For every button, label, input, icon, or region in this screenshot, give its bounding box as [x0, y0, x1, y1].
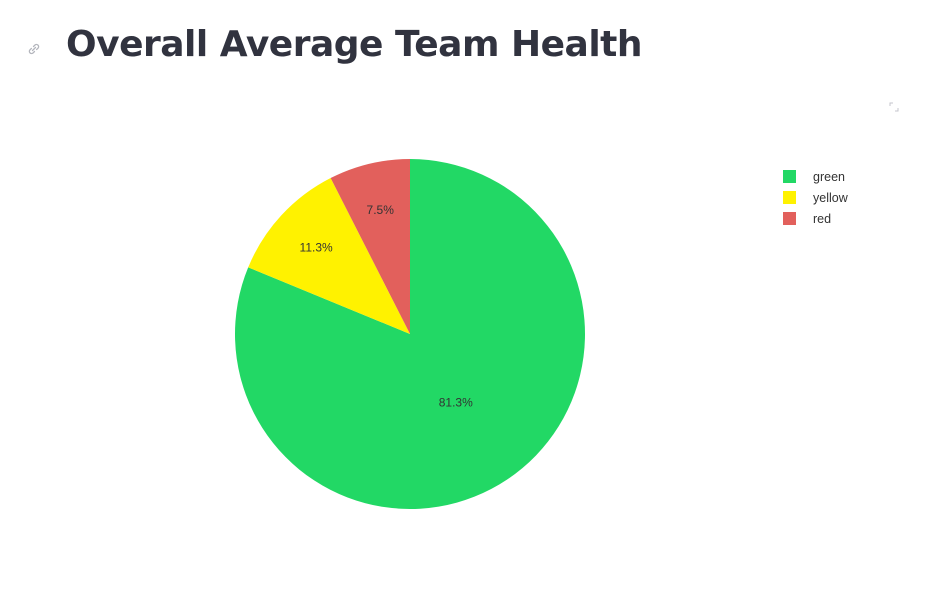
- legend-item-green[interactable]: green: [783, 166, 848, 187]
- legend-item-red[interactable]: red: [783, 208, 848, 229]
- legend-label-red: red: [813, 211, 832, 226]
- link-icon[interactable]: [26, 42, 42, 56]
- fullscreen-expand-icon[interactable]: [888, 100, 900, 112]
- slice-label-red: 7.5%: [367, 203, 395, 217]
- chart-legend: green yellow red: [783, 166, 848, 229]
- slice-label-yellow: 11.3%: [300, 240, 333, 254]
- legend-swatch-yellow: [783, 191, 796, 204]
- pie-slice-red[interactable]: [330, 159, 410, 334]
- slice-label-green: 81.3%: [439, 395, 473, 409]
- legend-label-yellow: yellow: [813, 190, 848, 205]
- page-title: Overall Average Team Health: [66, 24, 643, 65]
- pie-slice-yellow[interactable]: [248, 178, 410, 334]
- legend-swatch-red: [783, 212, 796, 225]
- legend-item-yellow[interactable]: yellow: [783, 187, 848, 208]
- legend-label-green: green: [813, 169, 845, 184]
- legend-swatch-green: [783, 170, 796, 183]
